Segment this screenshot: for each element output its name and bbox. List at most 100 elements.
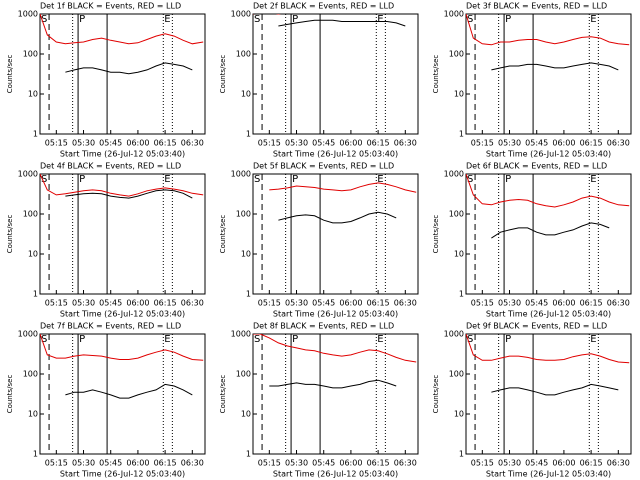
panel: Det 2f BLACK = Events, RED = LLD Start Ti… <box>219 2 419 159</box>
y-tick-label: 1000 <box>444 330 464 339</box>
x-axis-label: Start Time (26-Jul-12 05:03:40) <box>273 150 398 159</box>
chart-title: Det 2f BLACK = Events, RED = LLD <box>253 2 394 11</box>
x-tick-label: 05:30 <box>498 459 521 468</box>
annotation: E <box>164 334 170 345</box>
x-tick-label: 06:15 <box>154 139 177 148</box>
x-tick-label: 06:30 <box>607 459 630 468</box>
y-tick-label: 100 <box>449 370 464 379</box>
y-axis-label: Counts/sec <box>432 215 440 254</box>
series-line <box>278 211 397 224</box>
annotation: P <box>292 334 298 345</box>
series-line <box>65 383 193 399</box>
annotation: P <box>292 14 298 25</box>
chart-title: Det 5f BLACK = Events, RED = LLD <box>253 162 394 171</box>
x-tick-label: 05:45 <box>99 139 122 148</box>
plot-frame <box>465 333 632 455</box>
x-tick-label: 05:15 <box>471 459 494 468</box>
annotation: S <box>41 174 47 185</box>
y-axis-label: Counts/sec <box>432 55 440 94</box>
series-line <box>491 383 619 396</box>
y-tick-label: 1 <box>246 130 251 139</box>
x-tick-label: 05:45 <box>525 459 548 468</box>
y-tick-label: 10 <box>241 90 251 99</box>
y-tick-label: 100 <box>236 50 251 59</box>
x-axis-label: Start Time (26-Jul-12 05:03:40) <box>486 470 611 479</box>
x-tick-label: 06:00 <box>552 459 575 468</box>
x-tick-label: 05:15 <box>471 139 494 148</box>
annotation: S <box>254 334 260 345</box>
x-tick-label: 06:15 <box>367 299 390 308</box>
panel: Det 1f BLACK = Events, RED = LLD Start Ti… <box>6 2 206 159</box>
x-tick-label: 05:15 <box>471 299 494 308</box>
y-tick-label: 1 <box>33 130 38 139</box>
y-axis-label: Counts/sec <box>219 215 227 254</box>
series-line <box>491 222 610 239</box>
x-tick-label: 06:30 <box>181 459 204 468</box>
series-line <box>269 379 397 389</box>
annotation: S <box>41 14 47 25</box>
x-tick-label: 06:00 <box>339 299 362 308</box>
panel: Det 7f BLACK = Events, RED = LLD Start Ti… <box>6 322 206 479</box>
y-axis-label: Counts/sec <box>6 55 14 94</box>
y-axis-label: Counts/sec <box>219 55 227 94</box>
series-line <box>269 182 417 193</box>
panel: Det 9f BLACK = Events, RED = LLD Start Ti… <box>432 322 632 479</box>
y-axis-label: Counts/sec <box>6 215 14 254</box>
x-tick-label: 06:30 <box>607 139 630 148</box>
y-tick-label: 1 <box>459 450 464 459</box>
chart-title: Det 8f BLACK = Events, RED = LLD <box>253 322 394 331</box>
y-tick-label: 1 <box>246 290 251 299</box>
plot-frame <box>39 173 206 295</box>
y-tick-label: 1000 <box>231 170 251 179</box>
y-tick-label: 100 <box>236 210 251 219</box>
annotation: E <box>164 174 170 185</box>
x-tick-label: 06:30 <box>394 459 417 468</box>
series-line <box>466 334 630 364</box>
annotation: P <box>505 174 511 185</box>
annotation: E <box>590 334 596 345</box>
x-tick-label: 05:45 <box>525 299 548 308</box>
x-tick-label: 06:15 <box>580 459 603 468</box>
x-tick-label: 06:30 <box>607 299 630 308</box>
plot-frame <box>39 13 206 135</box>
x-tick-label: 06:00 <box>339 139 362 148</box>
annotation: S <box>467 334 473 345</box>
x-tick-label: 05:15 <box>258 139 281 148</box>
x-tick-label: 05:15 <box>45 459 68 468</box>
x-tick-label: 05:15 <box>45 139 68 148</box>
x-tick-label: 06:15 <box>580 299 603 308</box>
x-axis-label: Start Time (26-Jul-12 05:03:40) <box>486 310 611 319</box>
y-axis-label: Counts/sec <box>432 375 440 414</box>
x-tick-label: 05:45 <box>312 139 335 148</box>
x-tick-label: 05:30 <box>285 299 308 308</box>
y-tick-label: 100 <box>236 370 251 379</box>
annotation: S <box>41 334 47 345</box>
plot-frame <box>252 173 419 295</box>
y-tick-label: 10 <box>28 250 38 259</box>
series-line <box>466 14 630 46</box>
plot-frame <box>39 333 206 455</box>
x-tick-label: 05:45 <box>525 139 548 148</box>
y-tick-label: 1000 <box>444 170 464 179</box>
x-tick-label: 06:00 <box>126 299 149 308</box>
annotation: P <box>79 334 85 345</box>
x-tick-label: 06:30 <box>394 139 417 148</box>
series-line <box>40 14 204 45</box>
y-tick-label: 100 <box>23 50 38 59</box>
series-line <box>466 174 630 208</box>
series-line <box>65 189 193 199</box>
x-tick-label: 06:00 <box>552 299 575 308</box>
x-tick-label: 06:15 <box>367 139 390 148</box>
annotation: E <box>377 174 383 185</box>
y-tick-label: 10 <box>241 410 251 419</box>
x-axis-label: Start Time (26-Jul-12 05:03:40) <box>60 470 185 479</box>
x-tick-label: 05:15 <box>45 299 68 308</box>
x-tick-label: 06:30 <box>394 299 417 308</box>
annotation: P <box>505 334 511 345</box>
y-tick-label: 100 <box>449 210 464 219</box>
plot-frame <box>465 173 632 295</box>
x-tick-label: 06:15 <box>154 299 177 308</box>
x-tick-label: 06:00 <box>339 459 362 468</box>
annotation: P <box>505 14 511 25</box>
